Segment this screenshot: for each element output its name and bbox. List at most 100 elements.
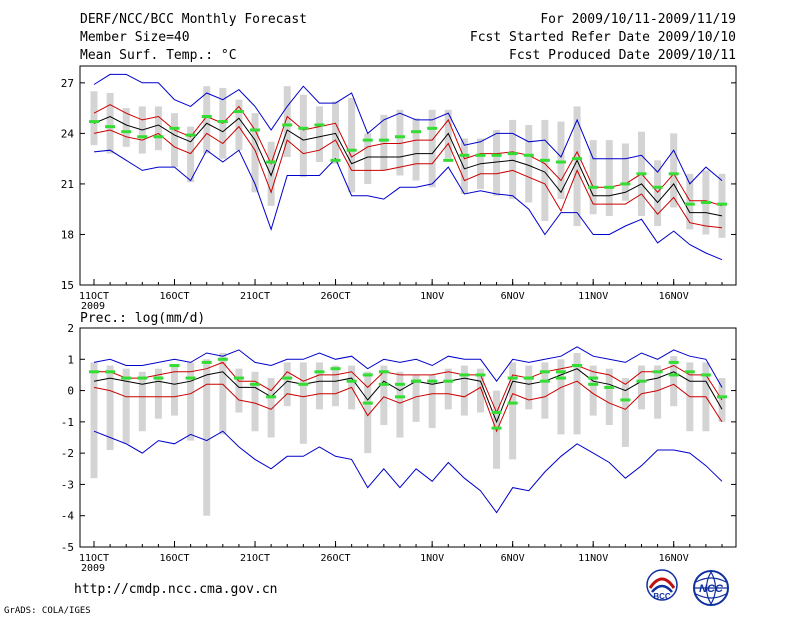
control-marker-control: [314, 370, 325, 374]
control-marker-control: [201, 360, 212, 364]
control-marker-control: [121, 376, 132, 380]
control-marker-control: [169, 126, 180, 130]
control-marker-control: [185, 133, 196, 137]
spread-box: [541, 362, 549, 419]
y-tick-label: -4: [61, 510, 75, 523]
temperature-panel: 15 18 21 24 27 11OCT 16OCT 21OCT 26OCT 1NOV 6NOV 11…: [61, 65, 737, 312]
spread-box: [364, 371, 372, 454]
control-marker-control: [555, 160, 566, 164]
control-marker-control: [233, 109, 244, 113]
control-marker-control: [89, 120, 99, 124]
spread-box: [187, 126, 195, 183]
control-marker-control_b: [555, 370, 566, 374]
control-marker-control: [588, 185, 599, 189]
spread-box: [460, 365, 468, 416]
control-marker-control: [620, 398, 631, 402]
spread-box: [299, 94, 307, 178]
plot-frame: [79, 327, 737, 548]
control-marker-control_b: [588, 382, 599, 386]
spread-box: [283, 86, 291, 157]
control-marker-control: [427, 379, 438, 383]
spread-box: [171, 365, 179, 416]
spread-box: [509, 119, 517, 200]
bcc-logo: BCC: [646, 569, 678, 601]
plot-frame: [79, 65, 737, 286]
spread-box: [251, 371, 259, 432]
spread-box: [621, 143, 629, 201]
spread-box: [380, 114, 388, 171]
control-marker-control: [105, 370, 116, 374]
spread-box: [251, 113, 259, 193]
control-marker-control: [668, 360, 679, 364]
spread-box: [348, 98, 356, 193]
spread-box: [605, 140, 613, 216]
y-tick-label: 15: [61, 279, 74, 292]
control-marker-control: [491, 426, 502, 430]
control-marker-control: [620, 182, 631, 186]
control-marker-control: [378, 138, 389, 142]
control-marker-control: [153, 376, 164, 380]
control-marker-control: [378, 382, 389, 386]
x-tick-label: 16OCT: [159, 553, 189, 564]
spread-box: [122, 108, 130, 147]
x-year-label: 2009: [81, 301, 105, 312]
spread-box: [154, 368, 162, 419]
spread-box: [396, 109, 404, 176]
series-line-max: [93, 73, 723, 185]
source-url[interactable]: http://cmdp.ncc.cma.gov.cn: [74, 582, 278, 597]
control-marker-control: [250, 128, 261, 132]
control-marker-control: [427, 126, 438, 130]
x-tick-label: 11NOV: [578, 553, 608, 564]
y-tick-label: 0: [67, 385, 74, 398]
control-marker-control: [684, 202, 695, 206]
control-marker-control: [330, 158, 341, 162]
spread-box: [235, 368, 243, 413]
spread-box: [219, 353, 227, 435]
control-marker-control: [443, 379, 454, 383]
control-marker-control: [266, 395, 277, 399]
control-marker-control: [555, 376, 566, 380]
ncc-logo-text: NCC: [699, 583, 724, 595]
control-marker-control: [314, 123, 325, 127]
control-marker-control: [717, 395, 727, 399]
control-marker-control: [217, 357, 228, 361]
x-tick-label: 11NOV: [578, 291, 608, 302]
spread-box: [637, 365, 645, 410]
control-marker-control: [700, 200, 711, 204]
control-marker-control: [217, 120, 228, 124]
chart-title: DERF/NCC/BCC Monthly Forecast: [80, 12, 307, 27]
control-marker-control: [282, 376, 293, 380]
spread-box: [122, 368, 130, 444]
control-marker-control: [298, 382, 309, 386]
x-tick-label: 16NOV: [659, 553, 689, 564]
spread-box: [654, 160, 662, 227]
x-tick-label: 6NOV: [501, 553, 525, 564]
spread-box: [171, 113, 179, 168]
spread-box: [525, 365, 533, 410]
spread-box: [493, 130, 501, 196]
y-tick-label: -3: [61, 478, 74, 491]
series-line-upper: [94, 361, 723, 414]
spread-box: [267, 378, 275, 438]
control-marker-control: [266, 160, 277, 164]
spread-box: [476, 368, 484, 413]
control-marker-control: [717, 202, 727, 206]
spread-box: [509, 362, 517, 460]
spread-box: [589, 140, 597, 215]
control-marker-control: [89, 370, 99, 374]
control-marker-control: [604, 185, 615, 189]
control-marker-control: [346, 379, 357, 383]
spread-box: [299, 362, 307, 444]
y-tick-label: 1: [67, 353, 74, 366]
control-marker-control: [185, 376, 196, 380]
control-marker-control: [604, 385, 615, 389]
spread-box: [332, 101, 340, 164]
series-line-upper: [93, 104, 723, 207]
spread-box: [654, 365, 662, 419]
spread-box: [106, 92, 114, 154]
member-size-label: Member Size=40: [80, 30, 190, 45]
x-tick-label: 21OCT: [240, 553, 270, 564]
control-marker-control: [233, 376, 244, 380]
control-marker-control: [330, 367, 341, 371]
control-marker-control: [411, 130, 422, 134]
